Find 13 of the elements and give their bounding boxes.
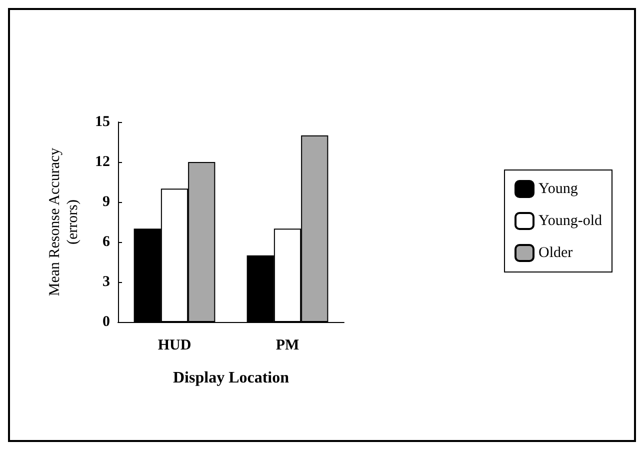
legend-label: Older: [538, 245, 573, 261]
y-axis-title: Mean Resonse Accuracy (errors): [47, 147, 81, 296]
y-tick-label: 3: [102, 274, 110, 290]
x-axis-title: Display Location: [172, 370, 290, 386]
legend-label: Young: [538, 181, 578, 197]
y-tick-label: 0: [102, 314, 110, 330]
x-tick-label: PM: [276, 338, 300, 354]
y-tick-label: 15: [95, 114, 110, 130]
y-tick-label: 12: [95, 154, 110, 170]
y-tick-label: 9: [102, 194, 110, 210]
legend-label: Young-old: [538, 213, 602, 229]
x-tick-label: HUD: [158, 338, 192, 354]
y-tick-label: 6: [102, 234, 110, 250]
